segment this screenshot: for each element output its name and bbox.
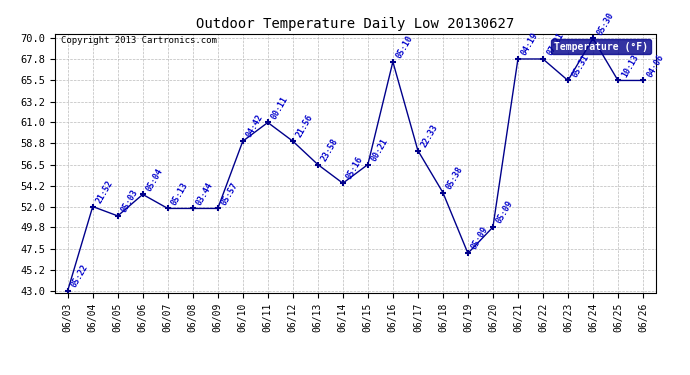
- Text: 05:31: 05:31: [570, 53, 590, 79]
- Text: 05:57: 05:57: [220, 180, 240, 207]
- Legend: Temperature (°F): Temperature (°F): [551, 39, 651, 54]
- Text: 21:52: 21:52: [95, 178, 115, 205]
- Text: 04:06: 04:06: [645, 53, 665, 79]
- Text: 05:09: 05:09: [495, 199, 515, 225]
- Text: 05:38: 05:38: [445, 165, 465, 190]
- Text: 05:16: 05:16: [345, 155, 365, 182]
- Title: Outdoor Temperature Daily Low 20130627: Outdoor Temperature Daily Low 20130627: [196, 17, 515, 31]
- Text: 05:09: 05:09: [470, 225, 490, 251]
- Text: 10:13: 10:13: [620, 53, 640, 79]
- Text: 00:11: 00:11: [270, 94, 290, 121]
- Text: 23:58: 23:58: [320, 136, 340, 163]
- Text: 04:19: 04:19: [520, 31, 540, 57]
- Text: 05:04: 05:04: [145, 166, 165, 192]
- Text: Copyright 2013 Cartronics.com: Copyright 2013 Cartronics.com: [61, 36, 217, 45]
- Text: 05:22: 05:22: [70, 262, 90, 289]
- Text: 05:10: 05:10: [395, 34, 415, 60]
- Text: 05:13: 05:13: [170, 180, 190, 207]
- Text: 21:56: 21:56: [295, 113, 315, 139]
- Text: 07:21: 07:21: [545, 31, 565, 57]
- Text: 22:33: 22:33: [420, 123, 440, 148]
- Text: 00:21: 00:21: [370, 136, 390, 163]
- Text: 05:30: 05:30: [595, 10, 615, 36]
- Text: 04:42: 04:42: [245, 113, 265, 139]
- Text: 05:03: 05:03: [120, 188, 140, 214]
- Text: 03:44: 03:44: [195, 180, 215, 207]
